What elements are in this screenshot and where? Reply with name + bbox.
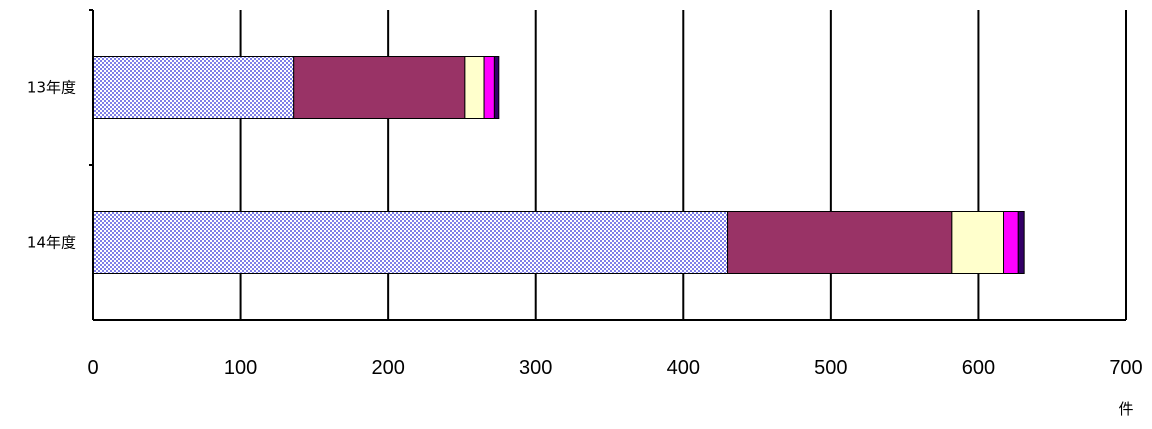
x-tick-label: 700 <box>1109 357 1142 379</box>
bar-segment <box>1017 211 1025 274</box>
bar-segment <box>92 56 295 119</box>
bar-segment <box>293 56 466 119</box>
bar-segment <box>727 211 953 274</box>
bar-segment <box>464 56 485 119</box>
category-label: 14年度 <box>27 234 76 252</box>
bar-segment <box>483 56 495 119</box>
x-tick-label: 200 <box>371 357 404 379</box>
x-tick-label: 0 <box>87 357 98 379</box>
labels: 0 100 200 300 400 500 600 700 13年度 14年度 <box>27 79 1143 380</box>
bar-segment <box>493 56 500 119</box>
x-tick-label: 400 <box>667 357 700 379</box>
bar-segment <box>92 211 729 274</box>
x-tick-label: 300 <box>519 357 552 379</box>
x-axis-unit-label: 件 <box>1118 400 1133 418</box>
bars <box>92 56 1025 274</box>
x-tick-label: 500 <box>814 357 847 379</box>
x-tick-label: 100 <box>224 357 257 379</box>
category-label: 13年度 <box>27 79 76 97</box>
axes <box>89 9 1126 321</box>
bar-segment <box>951 211 1005 274</box>
x-tick-label: 600 <box>962 357 995 379</box>
bar-segment <box>1003 211 1019 274</box>
